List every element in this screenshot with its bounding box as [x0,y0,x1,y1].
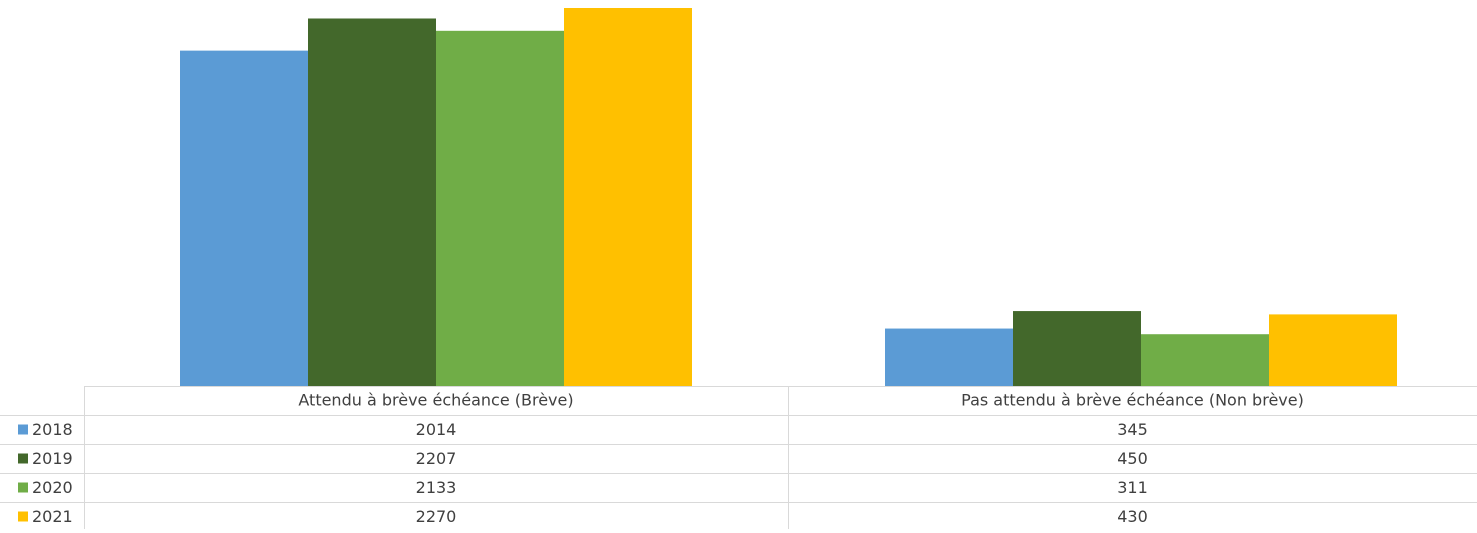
bar [308,18,436,386]
bar [180,50,308,386]
legend-swatch [18,511,28,522]
legend-swatch [18,453,28,464]
bar [564,8,692,386]
legend-label: 2020 [32,478,73,497]
legend-swatch [18,424,28,435]
table-value: 2270 [416,507,457,526]
category-label: Attendu à brève échéance (Brève) [298,391,573,410]
table-value: 2133 [416,478,457,497]
bar [436,30,564,387]
legend-label: 2019 [32,449,73,468]
table-value: 311 [1117,478,1148,497]
legend-label: 2018 [32,420,73,439]
table-value: 430 [1117,507,1148,526]
legend-label: 2021 [32,507,73,526]
table-value: 345 [1117,420,1148,439]
table-value: 2207 [416,449,457,468]
category-label: Pas attendu à brève échéance (Non brève) [961,391,1304,410]
bar [1013,311,1141,386]
bar [1269,314,1397,386]
table-value: 450 [1117,449,1148,468]
legend-swatch [18,482,28,493]
bar [885,328,1013,386]
bar [1141,334,1269,386]
table-value: 2014 [416,420,457,439]
